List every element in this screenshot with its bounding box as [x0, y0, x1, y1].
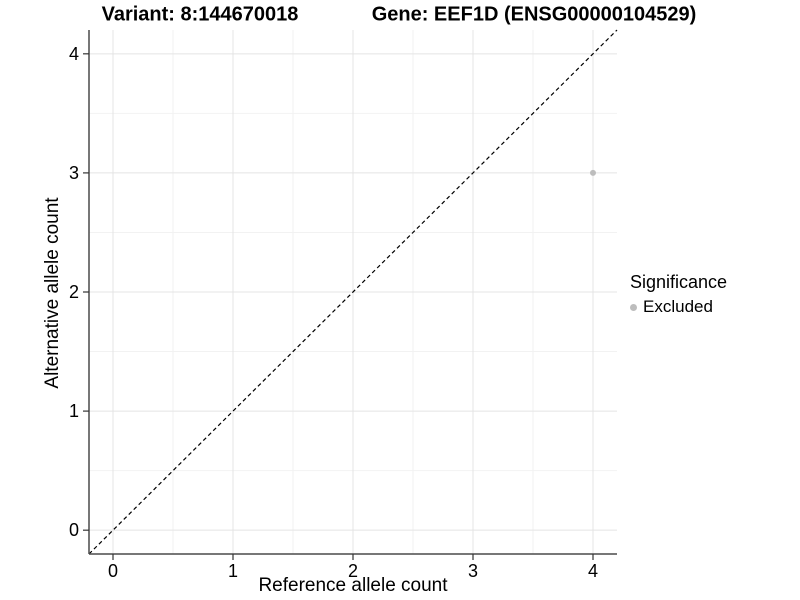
legend-item-label: Excluded — [643, 297, 713, 316]
data-point — [590, 169, 596, 176]
x-tick-label: 0 — [108, 561, 118, 581]
plot-title-variant: Variant: 8:144670018 — [101, 3, 299, 26]
x-tick-label: 4 — [588, 561, 598, 581]
identity-dashed-line — [88, 29, 618, 555]
x-tick-label: 3 — [468, 561, 478, 581]
legend: Significance Excluded — [630, 272, 727, 317]
x-axis-title: Reference allele count — [258, 575, 448, 596]
excluded-point-icon — [630, 303, 637, 311]
y-axis-title: Alternative allele count — [42, 197, 63, 389]
y-tick-label: 3 — [69, 163, 79, 183]
x-tick-label: 1 — [228, 561, 238, 581]
plot-title-gene: Gene: EEF1D (ENSG00000104529) — [371, 3, 697, 26]
y-tick-label: 2 — [69, 282, 79, 302]
legend-item-excluded: Excluded — [630, 297, 727, 317]
y-tick-label: 1 — [69, 401, 79, 421]
y-tick-label: 0 — [69, 520, 79, 540]
x-tick-label: 2 — [348, 561, 358, 581]
legend-title: Significance — [630, 272, 728, 292]
y-tick-label: 4 — [69, 44, 79, 64]
